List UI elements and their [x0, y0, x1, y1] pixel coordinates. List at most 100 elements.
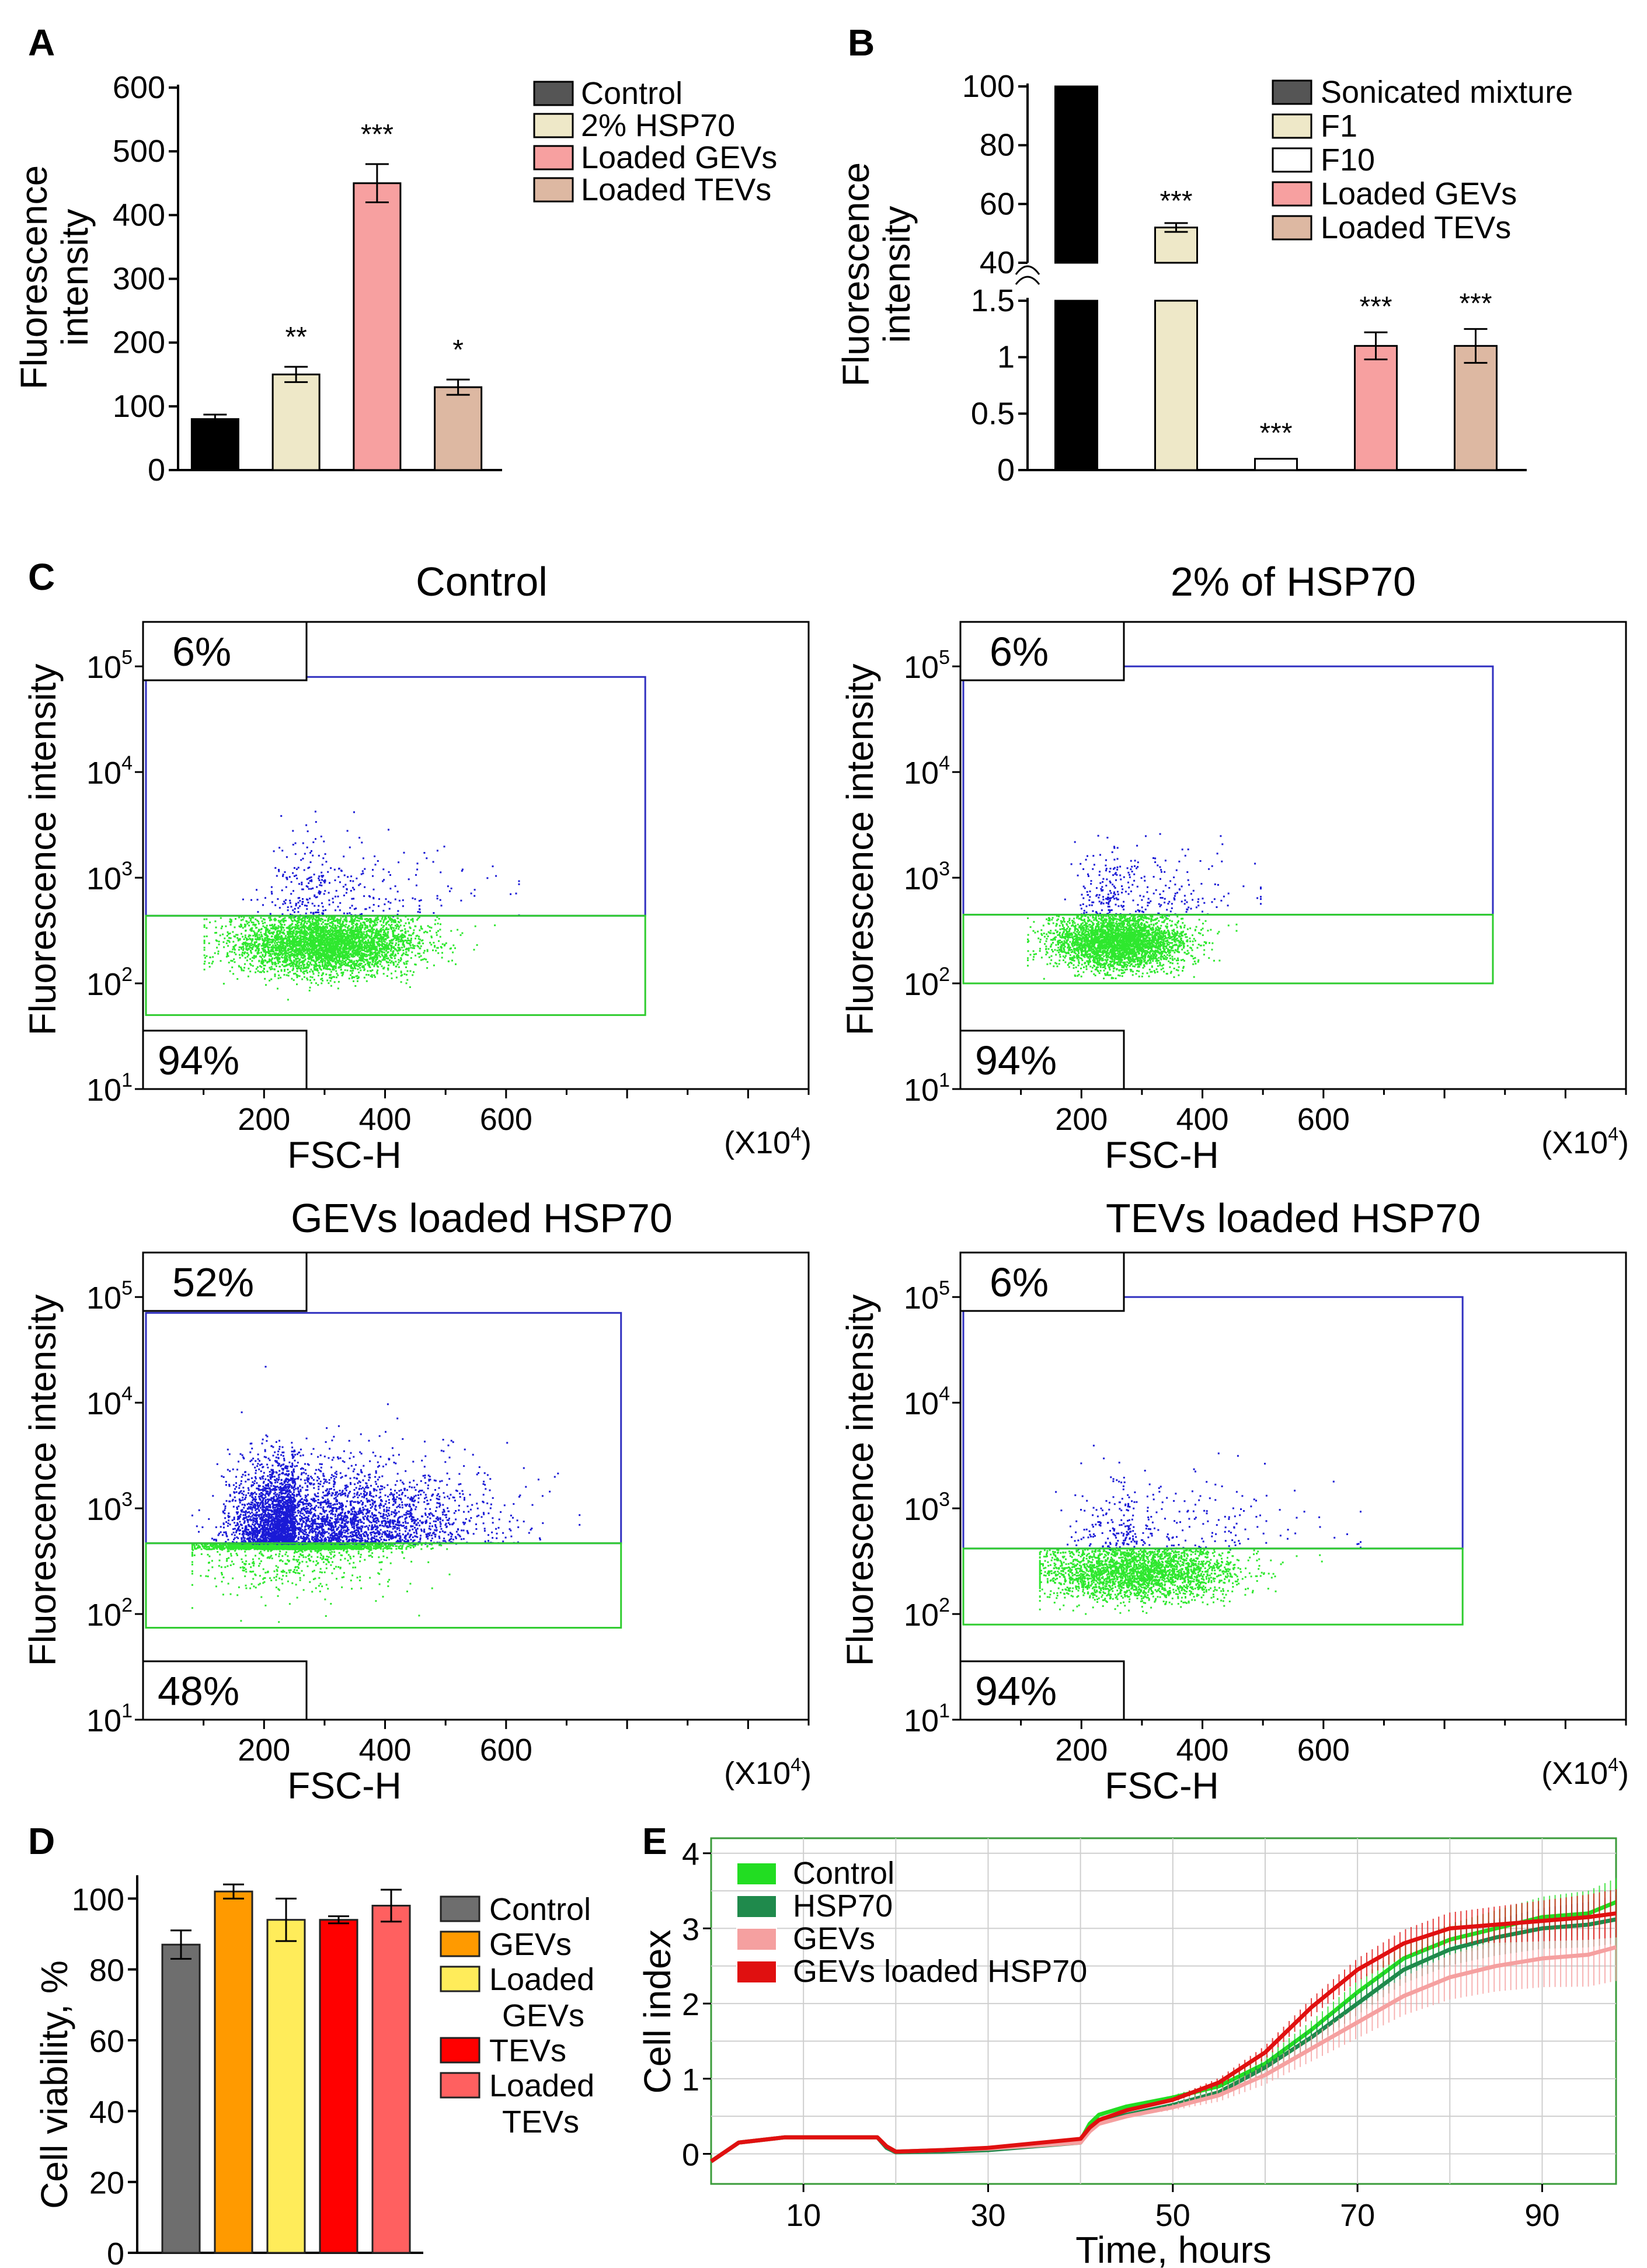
- low-fluorescence-gate: [145, 914, 646, 1016]
- scatter-points-low: [203, 916, 496, 1001]
- high-population-points: [242, 811, 520, 918]
- high-gate-percent-box: [142, 1251, 308, 1312]
- x-tick-label: 600: [1297, 1733, 1350, 1768]
- high-fluorescence-gate: [145, 676, 646, 917]
- high-population-points: [1064, 833, 1262, 917]
- flow-plot: 2% of HSP70 101 102 103 104 105 200 400 600 FSC-H…: [839, 559, 1629, 1176]
- y-axis-label: Fluorescence intensity: [839, 664, 881, 1036]
- y-tick-label: 105: [86, 1277, 133, 1316]
- y-tick-label: 104: [86, 752, 133, 791]
- y-tick-label: 20: [89, 2166, 124, 2201]
- y-tick-label: 104: [86, 1383, 133, 1421]
- y-axis-label: intensity: [876, 206, 918, 343]
- high-population-points: [1055, 1445, 1362, 1550]
- flow-plot: GEVs loaded HSP70 101 102 103 104 105 200 400 60…: [22, 1195, 812, 1807]
- y-tick-label: 0: [107, 2236, 124, 2268]
- y-axis-label: Fluorescence intensity: [22, 664, 64, 1036]
- x-tick-label: 200: [1055, 1102, 1108, 1137]
- scatter-points-high: [1064, 833, 1262, 917]
- x-axis-label: FSC-H: [1105, 1134, 1219, 1176]
- legend-label: Control: [793, 1856, 894, 1891]
- plot-title: 2% of HSP70: [1171, 559, 1416, 604]
- bar: [1054, 85, 1098, 264]
- legend-swatch: [440, 1930, 480, 1957]
- panel-label-A: A: [28, 22, 55, 64]
- x-tick-label: 400: [1176, 1102, 1228, 1137]
- y-tick-label: 103: [86, 1488, 133, 1527]
- y-tick-label: 1.5: [971, 283, 1015, 318]
- x-tick-label: 600: [1297, 1102, 1350, 1137]
- legend-swatch: [533, 113, 574, 138]
- low-population-points: [1039, 1548, 1323, 1615]
- legend-label: Control: [581, 76, 683, 111]
- legend-label: TEVs: [489, 2033, 566, 2068]
- y-tick-label: 102: [86, 963, 133, 1002]
- legend-swatch: [736, 1895, 777, 1918]
- y-tick-label: 102: [904, 1594, 950, 1633]
- x-unit-label: (X104): [1541, 1123, 1629, 1160]
- panel-label-E: E: [642, 1820, 667, 1862]
- high-gate-percent-box: [959, 621, 1125, 681]
- high-gate-percent-box: [959, 1251, 1125, 1312]
- y-axis-label: Cell viability, %: [33, 1960, 75, 2209]
- flow-plot: TEVs loaded HSP70 101 102 103 104 105 200 400 60…: [839, 1195, 1629, 1807]
- y-tick-label: 105: [86, 646, 133, 685]
- legend-label: GEVs loaded HSP70: [793, 1954, 1087, 1989]
- y-tick-label: 102: [904, 963, 950, 1002]
- legend-label: Control: [489, 1892, 591, 1927]
- low-population-points: [1027, 914, 1238, 980]
- scatter-points-high: [242, 811, 520, 918]
- legend-label: Loaded GEVs: [581, 140, 777, 175]
- y-tick-label: 0: [997, 453, 1015, 488]
- plot-frame: [142, 1251, 810, 1721]
- plot-title: Control: [416, 559, 548, 604]
- x-tick-label: 200: [1055, 1733, 1108, 1768]
- bar: [319, 1919, 358, 2254]
- y-tick-label: 4: [682, 1837, 699, 1872]
- y-tick-label: 101: [904, 1700, 950, 1738]
- high-fluorescence-gate: [962, 1296, 1464, 1550]
- bar: [1054, 300, 1098, 471]
- legend-swatch: [1272, 113, 1312, 139]
- legend-swatch: [736, 1960, 777, 1984]
- high-fluorescence-gate: [145, 1312, 622, 1545]
- axis-break-mark: [1015, 265, 1040, 275]
- panel-label-C: C: [28, 556, 55, 598]
- y-tick-label: 100: [962, 69, 1015, 104]
- x-unit-label: (X104): [724, 1123, 812, 1160]
- y-tick-label: 2: [682, 1987, 699, 2022]
- low-fluorescence-gate: [962, 1547, 1464, 1626]
- low-gate-percent-box: [142, 1660, 308, 1721]
- y-axis-label: Fluorescence: [835, 162, 877, 387]
- bar: [1454, 345, 1498, 471]
- x-tick-label: 70: [1340, 2198, 1375, 2233]
- y-tick-label: 105: [904, 646, 950, 685]
- plot-area: [710, 1837, 1617, 2185]
- y-tick-label: 400: [113, 197, 165, 232]
- bar: [214, 1890, 253, 2254]
- legend-label: GEVs: [793, 1921, 875, 1956]
- low-gate-percent: 94%: [975, 1668, 1057, 1714]
- legend-label: Loaded: [489, 1962, 594, 1997]
- axis-break-mark: [1015, 276, 1040, 285]
- legend-label: F1: [1321, 109, 1357, 144]
- scatter-points-high: [191, 1366, 581, 1545]
- scatter-points-low: [191, 1543, 451, 1623]
- high-gate-percent-box: [142, 621, 308, 681]
- y-tick-label: 80: [980, 128, 1015, 163]
- low-gate-percent: 48%: [158, 1668, 239, 1714]
- bar: [271, 373, 321, 471]
- bar: [353, 182, 402, 471]
- y-tick-label: 104: [904, 752, 950, 791]
- x-unit-label: (X104): [1541, 1754, 1629, 1791]
- legend-swatch: [533, 145, 574, 171]
- y-tick-label: 102: [86, 1594, 133, 1633]
- x-tick-label: 400: [1176, 1733, 1228, 1768]
- legend-swatch: [1272, 147, 1312, 173]
